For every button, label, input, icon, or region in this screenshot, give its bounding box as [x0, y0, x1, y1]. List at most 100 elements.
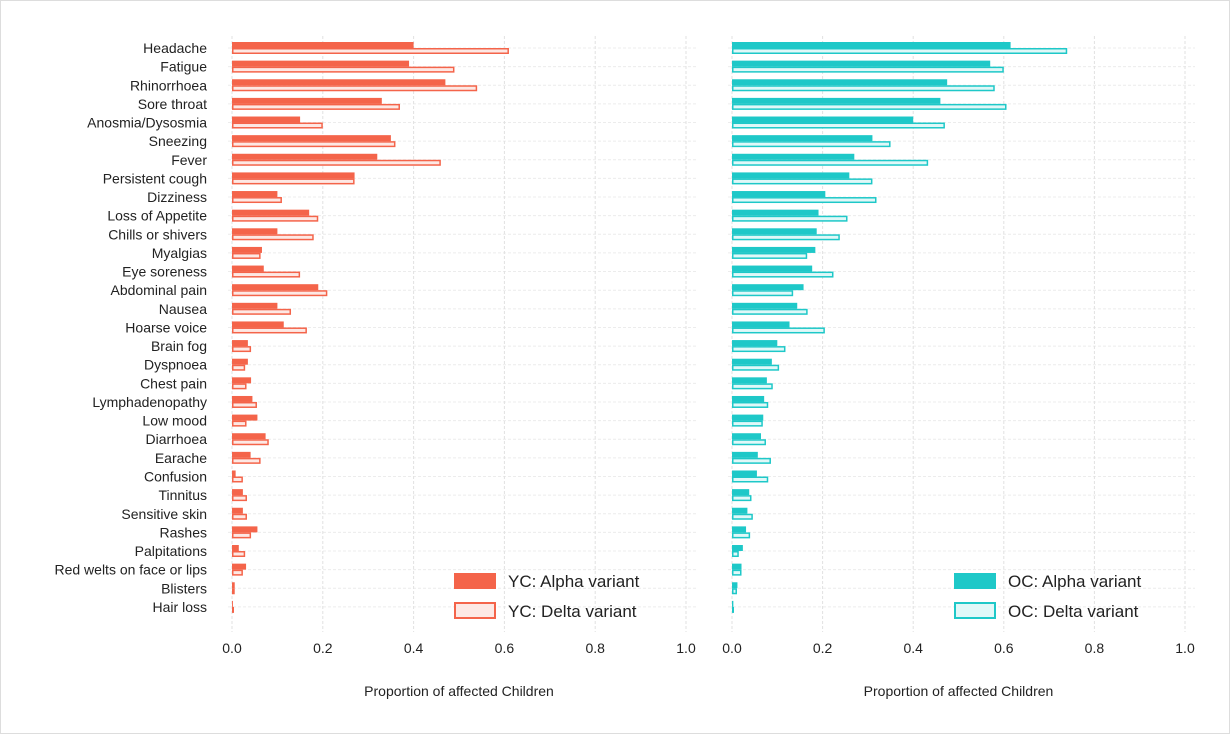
bar-alpha	[732, 97, 941, 104]
category-label: Hoarse voice	[125, 319, 207, 335]
bar-delta	[732, 308, 808, 315]
legend-swatch-delta	[454, 602, 496, 619]
bar-alpha	[732, 116, 914, 123]
bar-delta	[732, 569, 742, 576]
bar-delta	[732, 290, 794, 297]
bar-delta	[732, 588, 737, 595]
bar-delta	[732, 495, 752, 502]
bar-delta	[232, 401, 257, 408]
x-tick-label: 0.0	[722, 640, 742, 656]
bar-delta	[232, 197, 282, 204]
bar-alpha	[732, 153, 855, 160]
bar-alpha	[732, 600, 734, 607]
bar-alpha	[732, 321, 790, 328]
bar-alpha	[732, 582, 738, 589]
bar-alpha	[232, 228, 278, 235]
bar-alpha	[232, 79, 446, 86]
bar-alpha	[732, 135, 873, 142]
bar-alpha	[732, 470, 757, 477]
x-tick-label: 0.4	[404, 640, 424, 656]
category-label: Low mood	[142, 413, 207, 429]
bar-alpha	[232, 321, 284, 328]
bar-delta	[232, 85, 478, 92]
bar-delta	[232, 308, 292, 315]
category-label: Rashes	[160, 524, 207, 540]
x-tick-label: 0.0	[222, 640, 242, 656]
category-label: Sore throat	[138, 96, 207, 112]
bar-alpha	[232, 246, 262, 253]
category-label: Earache	[155, 450, 207, 466]
bar-delta	[232, 178, 355, 185]
category-label: Dizziness	[147, 189, 207, 205]
bar-delta	[232, 420, 247, 427]
bar-alpha	[732, 265, 813, 272]
bar-alpha	[232, 135, 391, 142]
bar-alpha	[232, 600, 233, 607]
bar-delta	[232, 290, 328, 297]
bar-delta	[232, 569, 243, 576]
category-label: Eye soreness	[122, 264, 207, 280]
bar-delta	[232, 439, 269, 446]
bar-alpha	[732, 79, 948, 86]
bar-alpha	[232, 172, 355, 179]
category-label: Fatigue	[160, 59, 207, 75]
bar-delta	[732, 606, 734, 613]
x-axis-label: Proportion of affected Children	[364, 683, 554, 699]
bar-delta	[732, 85, 995, 92]
bar-alpha	[232, 451, 251, 458]
legend-label-alpha: OC: Alpha variant	[1008, 572, 1142, 591]
bar-delta	[732, 252, 808, 259]
bar-delta	[732, 457, 771, 464]
bar-alpha	[732, 191, 826, 198]
panel-1: 0.0 0.2 0.4 0.6 0.8 1.0 Proportion of affected…	[54, 36, 696, 699]
category-label: Dyspnoea	[144, 357, 207, 373]
bar-delta	[232, 234, 314, 241]
bar-alpha	[732, 60, 991, 67]
bar-alpha	[232, 60, 410, 67]
legend-label-delta: OC: Delta variant	[1008, 602, 1139, 621]
bar-delta	[232, 457, 261, 464]
bar-alpha	[732, 545, 743, 552]
bar-delta	[232, 513, 247, 520]
bar-alpha	[232, 470, 236, 477]
bar-alpha	[232, 191, 278, 198]
bar-alpha	[732, 172, 850, 179]
bar-delta	[232, 588, 235, 595]
bar-alpha	[232, 97, 382, 104]
bar-delta	[732, 532, 751, 539]
category-label: Lymphadenopathy	[92, 394, 207, 410]
bar-delta	[232, 606, 234, 613]
bar-alpha	[232, 265, 264, 272]
bar-delta	[732, 178, 873, 185]
bar-alpha	[732, 489, 750, 496]
bar-delta	[732, 48, 1068, 54]
bar-delta	[232, 252, 261, 259]
x-tick-label: 0.2	[813, 640, 833, 656]
category-label: Loss of Appetite	[107, 208, 207, 224]
legend-swatch-alpha	[954, 573, 996, 589]
bar-delta	[232, 122, 323, 129]
bar-alpha	[232, 507, 243, 514]
bar-delta	[232, 551, 246, 558]
category-label: Red welts on face or lips	[54, 562, 207, 578]
bar-alpha	[232, 358, 248, 365]
category-label: Brain fog	[151, 338, 207, 354]
category-label: Tinnitus	[158, 487, 207, 503]
bar-alpha	[232, 153, 378, 160]
x-tick-label: 0.8	[585, 640, 605, 656]
bar-alpha	[232, 340, 248, 347]
bar-delta	[732, 234, 840, 241]
bar-delta	[232, 476, 243, 483]
bar-delta	[732, 401, 769, 408]
bar-alpha	[732, 507, 748, 514]
category-label: Headache	[143, 40, 207, 56]
bar-delta	[232, 383, 247, 390]
legend-swatch-delta	[954, 602, 996, 619]
bar-delta	[732, 197, 877, 204]
legend-label-delta: YC: Delta variant	[508, 602, 637, 621]
bar-delta	[232, 215, 319, 222]
bar-delta	[732, 420, 763, 427]
bar-delta	[232, 103, 400, 110]
bar-alpha	[232, 302, 278, 309]
